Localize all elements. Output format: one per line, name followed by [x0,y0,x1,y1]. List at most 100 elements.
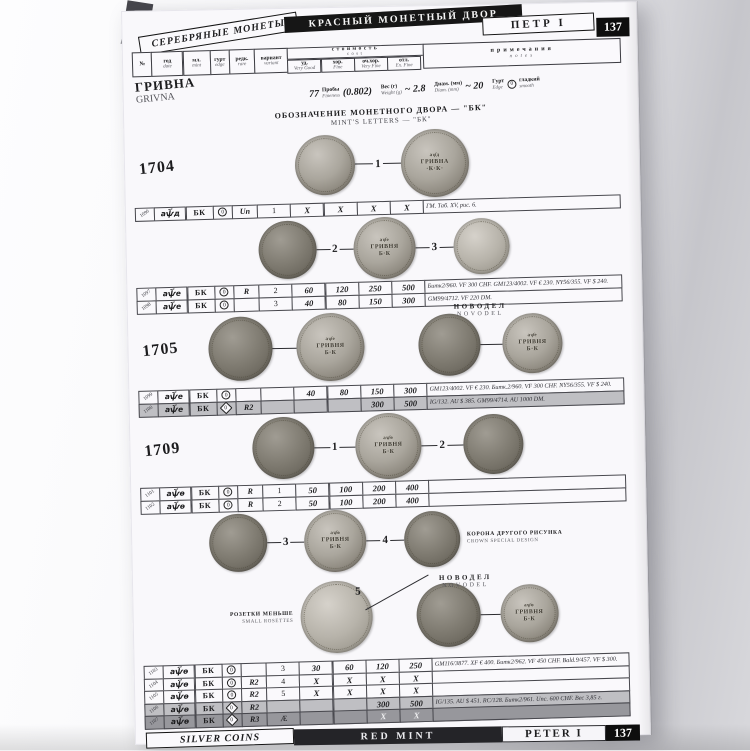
row-id: 1101 [145,489,156,500]
cell-val: X [290,202,325,217]
diam-label-en: Diam. (mm) [434,87,459,94]
cell-val: 80 [325,294,360,309]
coin-reverse-image: аѱ҃е ГРИВНЯ Б·К [295,312,366,382]
label-en: NOVODEL [442,581,489,589]
cell-rare: R [237,497,264,512]
row-id: 1098 [141,302,153,313]
col-header-rare: редк. rare [228,48,256,75]
cell-val: 500 [393,395,428,411]
cell-val [333,710,368,725]
coin-inscription-line: аѱ҃ѳ [524,603,535,609]
coin-connector-line [272,347,297,350]
fineness-label-en: Fineness [322,93,341,100]
edge-label-en: Edge [492,85,503,91]
coin-obverse-image [403,510,461,568]
edge-symbol-value: 0 [230,692,234,699]
coin-connector-line [382,162,401,165]
edge-diamond-icon: 0 [220,401,233,415]
coin-inscription-line: аѱ҃ѳ [383,436,394,442]
cell-variant: 1 [256,203,292,218]
row-id: 1099 [143,392,155,403]
coin-connector-line [480,613,501,616]
cell-variant: Æ [266,711,302,727]
coin-inscription-line: Б·К [324,350,337,357]
coin-obverse-image [208,513,268,573]
weight-value: ~ 2.8 [404,83,426,96]
coin-obverse-image [452,217,510,275]
coin-connector-line [339,248,354,250]
coin-inscription-line: ГРИВНЯ [370,243,399,251]
cell-val [327,397,362,412]
edge-symbol-value: 0 [226,502,230,509]
cost-columns-group: стоимость cost уд. Very Good хор. Fine оч.хо… [287,43,425,74]
ruler-title: ПЕТР I [481,12,595,36]
cell-edge: 0 [216,401,237,415]
edge-type-en: smooth [519,83,534,90]
coin-connector-line [290,541,305,543]
coin-obverse-image [462,413,524,475]
cell-val: 100 [328,494,364,509]
year-label: 1704 [138,157,176,178]
label-ru: № [139,61,146,68]
coin-connector-line [421,444,438,447]
edge-smooth-icon: 0 [219,300,230,310]
coin-inscription-line: ГРИВНЯ [316,343,345,350]
cell-variant [260,399,296,414]
notes-label-en: notes [509,53,536,60]
coin-reverse-image: аѱ҃ѳ ГРИВНЯ Б·К [354,412,423,480]
annotation-label-overlay: НОВОДЕЛ NOVODEL [454,302,507,319]
edge-symbol-value: 0 [230,667,233,674]
diam-value: ~ 20 [464,80,484,93]
cell-edge: 0 [216,388,237,403]
cell-edge: 0 [212,205,233,220]
coin-obverse-image [415,582,481,648]
value-col-header: отл. Ex. Fine [386,55,422,71]
page-number-top: 137 [596,17,630,37]
edge-smooth-icon: 0 [227,678,237,688]
col-header-edge: гурт edge [209,49,231,76]
edge-smooth-icon: 0 [218,207,228,217]
coin-reverse-image: аѱ҃е ГРИВНЯ Б·К [501,312,564,375]
edge-symbol-value: 0 [230,679,234,687]
coin-inscription-line: аѱ҃е [527,333,538,339]
value-column-headers: уд. Very Good хор. Fine оч.хор. Very Fine отл.… [287,55,424,74]
year-label: 1705 [141,339,180,361]
coin-inscription-line: Б·К [523,616,536,623]
coin-connector-line [266,541,282,544]
coin-inscription: аѱ҃ѳ ГРИВНЯ Б·К [374,436,403,456]
cell-id: 1097 [136,287,157,302]
row-id: 1105 [148,692,160,703]
spec-edge: Гурт Edge 0 гладкий smooth [492,76,540,91]
coin-obverse-image [294,134,356,196]
coin-reverse-image: аѱ҃ѳ ГРИВНЯ Б·К [303,509,368,573]
edge-smooth-icon: 0 [227,690,237,701]
coin-connector-line [415,246,430,249]
edge-symbol-value: 0 [230,704,234,712]
cell-val: X [356,200,391,216]
edge-symbol-value: 0 [230,717,234,724]
coin-connector-line [339,446,356,448]
coin-name: ГРИВНА GRIVNA [134,73,223,114]
label-en: mint [192,63,202,69]
coin-picture-row: РОЗЕТКИ МЕНЬШЕ SMALL ROSETTES аѱ҃ѳ ГРИВНЯ Б·… [143,568,639,663]
label-en: CROWN SPECIAL DESIGN [466,537,539,545]
coin-inscription: аѱ҃е ГРИВНЯ Б·К [518,333,547,353]
cell-id: 1107 [144,715,166,730]
coin-inscription-line: ГРИВНЯ [515,609,544,616]
row-id: 1102 [145,502,157,513]
spacer [372,616,416,617]
year-label: 1709 [143,439,182,461]
cell-rare [233,297,260,312]
cell-val: X [389,199,425,215]
cell-val [293,398,329,413]
cell-val: X [323,201,358,216]
edge-symbol-value: 0 [224,392,228,399]
cell-id: 1099 [138,390,159,405]
coin-inscription: аѱ҃е ГРИВНЯ Б·К [316,337,345,357]
coin-picture-row: 1705 аѱ҃е ГРИВНЯ Б·К аѱ҃е ГРИВНЯ Б·К НОВОДЕЛ NOV… [138,302,633,389]
footer-series-title: SILVER COINS [145,727,295,749]
weight-label-en: Weight (g) [381,90,403,97]
footer-mint-title: RED MINT [293,726,503,746]
edge-smooth-icon: 0 [507,79,517,89]
cell-val: X [399,708,434,723]
